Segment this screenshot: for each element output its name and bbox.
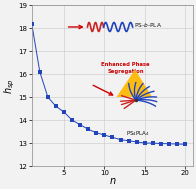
Text: Enhanced Phase
Segregation: Enhanced Phase Segregation xyxy=(101,62,150,74)
Y-axis label: $h_{sp}$: $h_{sp}$ xyxy=(3,78,17,94)
Text: PS$_4$PLA$_4$: PS$_4$PLA$_4$ xyxy=(126,129,150,138)
X-axis label: $n$: $n$ xyxy=(109,176,116,186)
Polygon shape xyxy=(116,70,152,97)
Text: PS-$b$-PLA: PS-$b$-PLA xyxy=(134,21,162,29)
